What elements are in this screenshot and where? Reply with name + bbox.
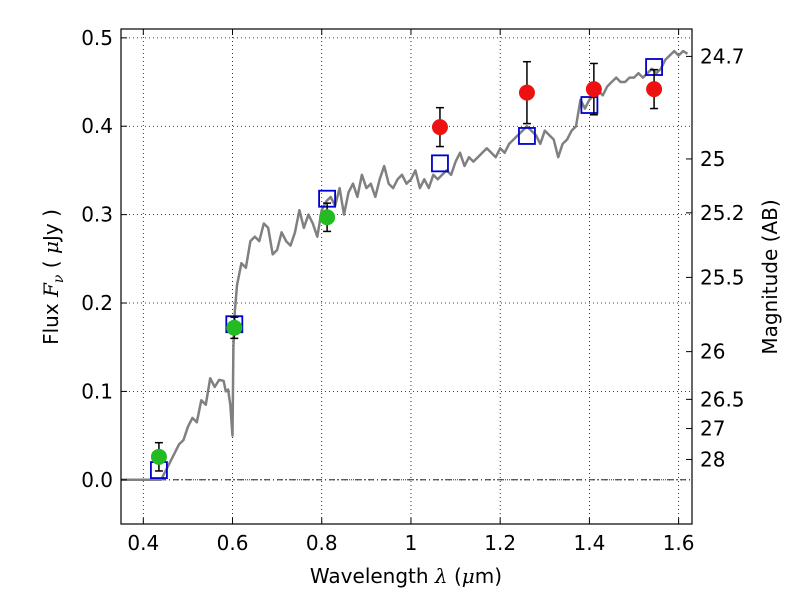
x-tick-label: 0.6 <box>217 531 249 555</box>
x-tick-label: 0.8 <box>306 531 338 555</box>
observed-flux-point <box>518 84 535 101</box>
x-tick-label: 0.4 <box>127 531 159 555</box>
y-tick-label: 0.5 <box>81 26 113 50</box>
observed-flux-point <box>646 81 663 98</box>
observed-flux-point <box>585 81 602 98</box>
y2-tick-label: 25.5 <box>700 265 745 289</box>
observed-flux-point <box>319 209 336 226</box>
y2-tick-label: 27 <box>700 417 725 441</box>
grid-lines <box>121 29 692 524</box>
model-photometry-square <box>580 96 599 114</box>
observed-flux-point <box>226 319 243 336</box>
y-axis-title: Flux Fν ( μJy ) <box>39 209 67 345</box>
observed-flux-point <box>150 448 167 465</box>
model-photometry-square <box>431 154 449 173</box>
x-tick-label: 1.4 <box>573 531 605 555</box>
y2-tick-label: 26.5 <box>700 387 745 411</box>
y2-tick-label: 24.7 <box>700 44 745 68</box>
y2-tick-label: 26 <box>700 340 725 364</box>
data-marks <box>150 58 663 479</box>
observed-flux-point <box>431 119 448 136</box>
x-axis-title: Wavelength λ (μm) <box>310 564 502 588</box>
x-tick-label: 1.6 <box>663 531 695 555</box>
y-tick-label: 0.0 <box>81 468 113 492</box>
y2-tick-label: 25 <box>700 147 725 171</box>
y-tick-label: 0.3 <box>81 203 113 227</box>
x-tick-label: 1.2 <box>484 531 516 555</box>
model-spectrum-line <box>121 49 689 482</box>
model-photometry-square <box>518 127 536 145</box>
axis-ticks: 0.4 0.6 0.8 1 1.2 1.4 1.6 0.0 0.1 0.2 0.3 0.4 0.5 24.… <box>81 26 744 555</box>
x-tick-label: 1 <box>405 531 418 555</box>
y2-tick-label: 25.2 <box>700 201 745 225</box>
y2-tick-label: 28 <box>700 447 725 471</box>
plot-frame <box>120 28 693 525</box>
y2-axis-title: Magnitude (AB) <box>758 199 782 354</box>
y-tick-label: 0.4 <box>81 114 113 138</box>
y-tick-label: 0.2 <box>81 291 113 315</box>
y-tick-label: 0.1 <box>81 379 113 403</box>
